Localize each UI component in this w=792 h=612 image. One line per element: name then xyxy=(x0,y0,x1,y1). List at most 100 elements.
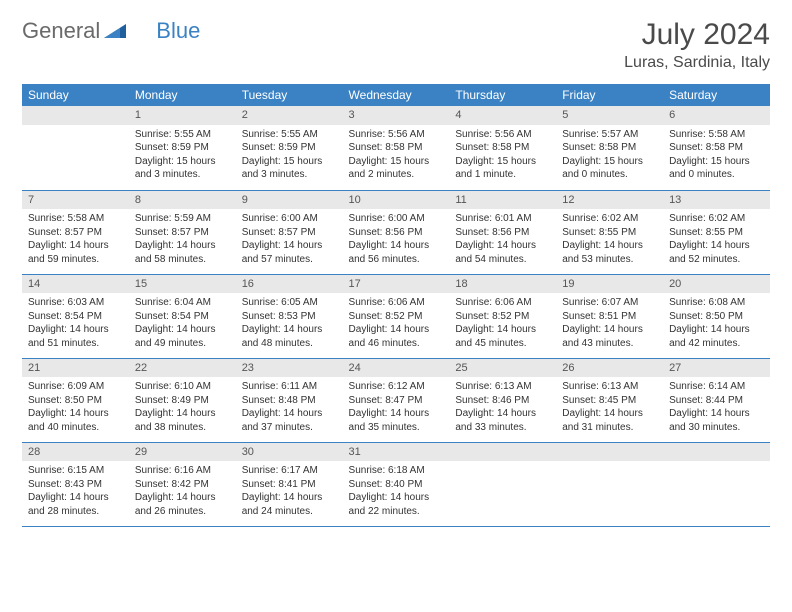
day-body: Sunrise: 5:59 AMSunset: 8:57 PMDaylight:… xyxy=(129,209,236,270)
day-body: Sunrise: 5:56 AMSunset: 8:58 PMDaylight:… xyxy=(343,125,450,186)
day-body: Sunrise: 6:06 AMSunset: 8:52 PMDaylight:… xyxy=(449,293,556,354)
day-info-line: Daylight: 14 hours and 51 minutes. xyxy=(28,323,123,350)
day-info-line: Sunset: 8:50 PM xyxy=(669,310,764,324)
day-info-line: Sunrise: 5:57 AM xyxy=(562,128,657,142)
month-title: July 2024 xyxy=(624,18,770,52)
day-info-line: Sunrise: 6:04 AM xyxy=(135,296,230,310)
day-info-line: Sunrise: 5:56 AM xyxy=(349,128,444,142)
day-body: Sunrise: 5:57 AMSunset: 8:58 PMDaylight:… xyxy=(556,125,663,186)
day-info-line: Daylight: 14 hours and 49 minutes. xyxy=(135,323,230,350)
day-number xyxy=(663,443,770,462)
calendar-week-row: 14Sunrise: 6:03 AMSunset: 8:54 PMDayligh… xyxy=(22,274,770,358)
calendar-day-cell: 19Sunrise: 6:07 AMSunset: 8:51 PMDayligh… xyxy=(556,274,663,358)
calendar-table: SundayMondayTuesdayWednesdayThursdayFrid… xyxy=(22,84,770,527)
calendar-day-cell: 15 Sunrise: 6:04 AMSunset: 8:54 PMDayligh… xyxy=(129,274,236,358)
day-info-line: Sunset: 8:59 PM xyxy=(135,141,230,155)
calendar-week-row: 1Sunrise: 5:55 AMSunset: 8:59 PMDaylight… xyxy=(22,106,770,190)
calendar-week-row: 28Sunrise: 6:15 AMSunset: 8:43 PMDayligh… xyxy=(22,442,770,526)
day-number: 11 xyxy=(449,191,556,210)
day-info-line: Sunrise: 6:13 AM xyxy=(455,380,550,394)
calendar-day-cell: 7Sunrise: 5:58 AMSunset: 8:57 PMDaylight… xyxy=(22,190,129,274)
calendar-week-row: 7Sunrise: 5:58 AMSunset: 8:57 PMDaylight… xyxy=(22,190,770,274)
calendar-day-cell xyxy=(663,442,770,526)
calendar-day-cell: 10Sunrise: 6:00 AMSunset: 8:56 PMDayligh… xyxy=(343,190,450,274)
day-info-line: Sunrise: 6:18 AM xyxy=(349,464,444,478)
day-info-line: Sunrise: 6:03 AM xyxy=(28,296,123,310)
day-body: Sunrise: 6:02 AMSunset: 8:55 PMDaylight:… xyxy=(663,209,770,270)
day-info-line: Sunset: 8:51 PM xyxy=(562,310,657,324)
day-info-line: Sunset: 8:57 PM xyxy=(135,226,230,240)
day-number: 16 xyxy=(236,275,343,294)
day-number xyxy=(449,443,556,462)
day-info-line: Sunrise: 6:05 AM xyxy=(242,296,337,310)
calendar-day-cell: 27Sunrise: 6:14 AMSunset: 8:44 PMDayligh… xyxy=(663,358,770,442)
day-body: Sunrise: 6:06 AMSunset: 8:52 PMDaylight:… xyxy=(343,293,450,354)
day-info-line: Sunset: 8:47 PM xyxy=(349,394,444,408)
day-info-line: Sunset: 8:40 PM xyxy=(349,478,444,492)
day-info-line: Sunrise: 6:12 AM xyxy=(349,380,444,394)
day-body: Sunrise: 6:02 AMSunset: 8:55 PMDaylight:… xyxy=(556,209,663,270)
day-number: 3 xyxy=(343,106,450,125)
day-number: 14 xyxy=(22,275,129,294)
day-body: Sunrise: 5:56 AMSunset: 8:58 PMDaylight:… xyxy=(449,125,556,186)
calendar-day-cell: 24Sunrise: 6:12 AMSunset: 8:47 PMDayligh… xyxy=(343,358,450,442)
day-info-line: Sunrise: 5:55 AM xyxy=(135,128,230,142)
day-info-line: Daylight: 14 hours and 26 minutes. xyxy=(135,491,230,518)
day-body: Sunrise: 6:18 AMSunset: 8:40 PMDaylight:… xyxy=(343,461,450,522)
day-number: 26 xyxy=(556,359,663,378)
day-info-line: Daylight: 15 hours and 3 minutes. xyxy=(242,155,337,182)
day-info-line: Sunset: 8:46 PM xyxy=(455,394,550,408)
day-number: 31 xyxy=(343,443,450,462)
day-info-line: Sunrise: 5:58 AM xyxy=(28,212,123,226)
day-number xyxy=(556,443,663,462)
calendar-day-cell: 28Sunrise: 6:15 AMSunset: 8:43 PMDayligh… xyxy=(22,442,129,526)
day-info-line: Sunset: 8:54 PM xyxy=(135,310,230,324)
day-info-line: Sunset: 8:42 PM xyxy=(135,478,230,492)
day-info-line: Sunrise: 5:58 AM xyxy=(669,128,764,142)
weekday-header: Thursday xyxy=(449,84,556,106)
day-info-line: Daylight: 14 hours and 35 minutes. xyxy=(349,407,444,434)
day-info-line: Sunrise: 6:00 AM xyxy=(349,212,444,226)
day-info-line: Daylight: 15 hours and 3 minutes. xyxy=(135,155,230,182)
day-info-line: Sunrise: 6:08 AM xyxy=(669,296,764,310)
day-info-line: Daylight: 14 hours and 37 minutes. xyxy=(242,407,337,434)
day-body: Sunrise: 6:07 AMSunset: 8:51 PMDaylight:… xyxy=(556,293,663,354)
day-info-line: Daylight: 14 hours and 28 minutes. xyxy=(28,491,123,518)
logo: General Blue xyxy=(22,18,200,44)
day-info-line: Daylight: 14 hours and 40 minutes. xyxy=(28,407,123,434)
day-info-line: Daylight: 14 hours and 45 minutes. xyxy=(455,323,550,350)
day-number: 28 xyxy=(22,443,129,462)
weekday-header: Saturday xyxy=(663,84,770,106)
day-number: 10 xyxy=(343,191,450,210)
calendar-day-cell xyxy=(22,106,129,190)
day-number: 21 xyxy=(22,359,129,378)
day-body: Sunrise: 6:05 AMSunset: 8:53 PMDaylight:… xyxy=(236,293,343,354)
day-number: 6 xyxy=(663,106,770,125)
calendar-day-cell: 17Sunrise: 6:06 AMSunset: 8:52 PMDayligh… xyxy=(343,274,450,358)
day-body: Sunrise: 6:17 AMSunset: 8:41 PMDaylight:… xyxy=(236,461,343,522)
day-info-line: Daylight: 14 hours and 59 minutes. xyxy=(28,239,123,266)
day-info-line: Sunset: 8:58 PM xyxy=(455,141,550,155)
day-info-line: Sunrise: 6:02 AM xyxy=(562,212,657,226)
calendar-day-cell: 12Sunrise: 6:02 AMSunset: 8:55 PMDayligh… xyxy=(556,190,663,274)
logo-triangle-icon xyxy=(104,18,126,44)
day-number: 2 xyxy=(236,106,343,125)
day-body: Sunrise: 6:13 AMSunset: 8:45 PMDaylight:… xyxy=(556,377,663,438)
day-body: Sunrise: 5:55 AMSunset: 8:59 PMDaylight:… xyxy=(236,125,343,186)
day-info-line: Sunset: 8:41 PM xyxy=(242,478,337,492)
calendar-day-cell: 4Sunrise: 5:56 AMSunset: 8:58 PMDaylight… xyxy=(449,106,556,190)
calendar-day-cell xyxy=(556,442,663,526)
day-info-line: Sunrise: 6:02 AM xyxy=(669,212,764,226)
day-info-line: Sunrise: 6:09 AM xyxy=(28,380,123,394)
day-body: Sunrise: 6:08 AMSunset: 8:50 PMDaylight:… xyxy=(663,293,770,354)
weekday-header: Friday xyxy=(556,84,663,106)
day-info-line: Sunrise: 6:01 AM xyxy=(455,212,550,226)
day-number xyxy=(22,106,129,125)
day-info-line: Daylight: 14 hours and 52 minutes. xyxy=(669,239,764,266)
day-info-line: Daylight: 14 hours and 56 minutes. xyxy=(349,239,444,266)
day-info-line: Sunrise: 6:11 AM xyxy=(242,380,337,394)
day-number: 15 xyxy=(129,275,236,294)
day-info-line: Daylight: 14 hours and 48 minutes. xyxy=(242,323,337,350)
calendar-day-cell: 18Sunrise: 6:06 AMSunset: 8:52 PMDayligh… xyxy=(449,274,556,358)
weekday-header: Tuesday xyxy=(236,84,343,106)
